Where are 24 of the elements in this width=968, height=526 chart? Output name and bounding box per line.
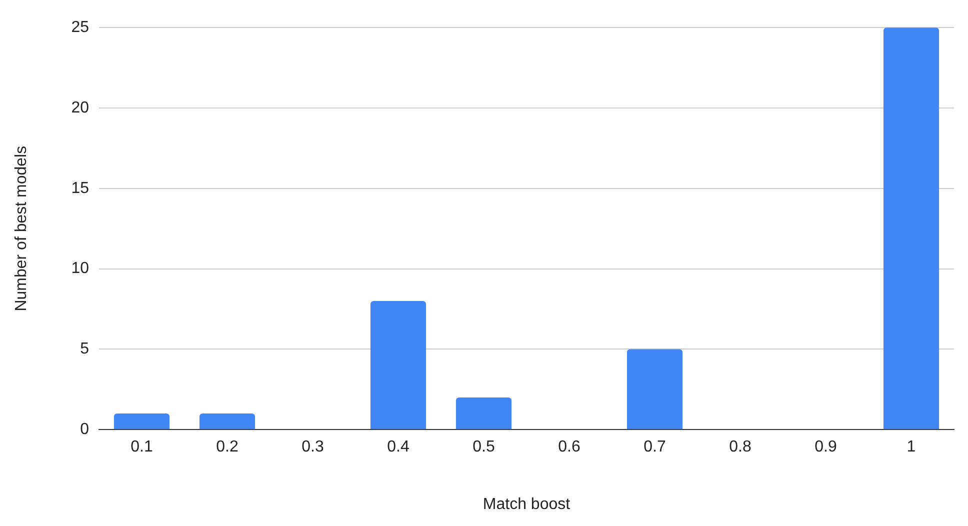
bar xyxy=(883,28,940,430)
bar xyxy=(199,414,256,430)
x-tick-label: 0.7 xyxy=(644,438,666,456)
x-axis-title: Match boost xyxy=(482,496,571,513)
bar xyxy=(370,300,426,430)
y-tick-label: 25 xyxy=(71,19,90,36)
x-tick-label: 0.8 xyxy=(729,438,752,456)
x-tick-label: 0.1 xyxy=(130,438,153,456)
x-tick-label: 0.6 xyxy=(558,438,580,456)
y-axis-title: Number of best models xyxy=(13,146,30,312)
x-tick-label: 0.9 xyxy=(814,438,837,456)
y-tick-label: 0 xyxy=(80,421,90,438)
bar xyxy=(114,414,170,430)
x-tick-label: 0.3 xyxy=(302,438,324,456)
y-tick-label: 5 xyxy=(80,340,90,358)
x-tick-label: 0.2 xyxy=(216,438,238,456)
y-tick-label: 15 xyxy=(71,180,90,197)
bar xyxy=(626,349,683,430)
x-tick-label: 1 xyxy=(906,438,916,456)
bar xyxy=(456,397,512,430)
x-tick-label: 0.4 xyxy=(387,438,410,456)
x-tick-label: 0.5 xyxy=(472,438,495,456)
y-tick-label: 20 xyxy=(71,99,90,116)
y-tick-label: 10 xyxy=(71,260,90,278)
